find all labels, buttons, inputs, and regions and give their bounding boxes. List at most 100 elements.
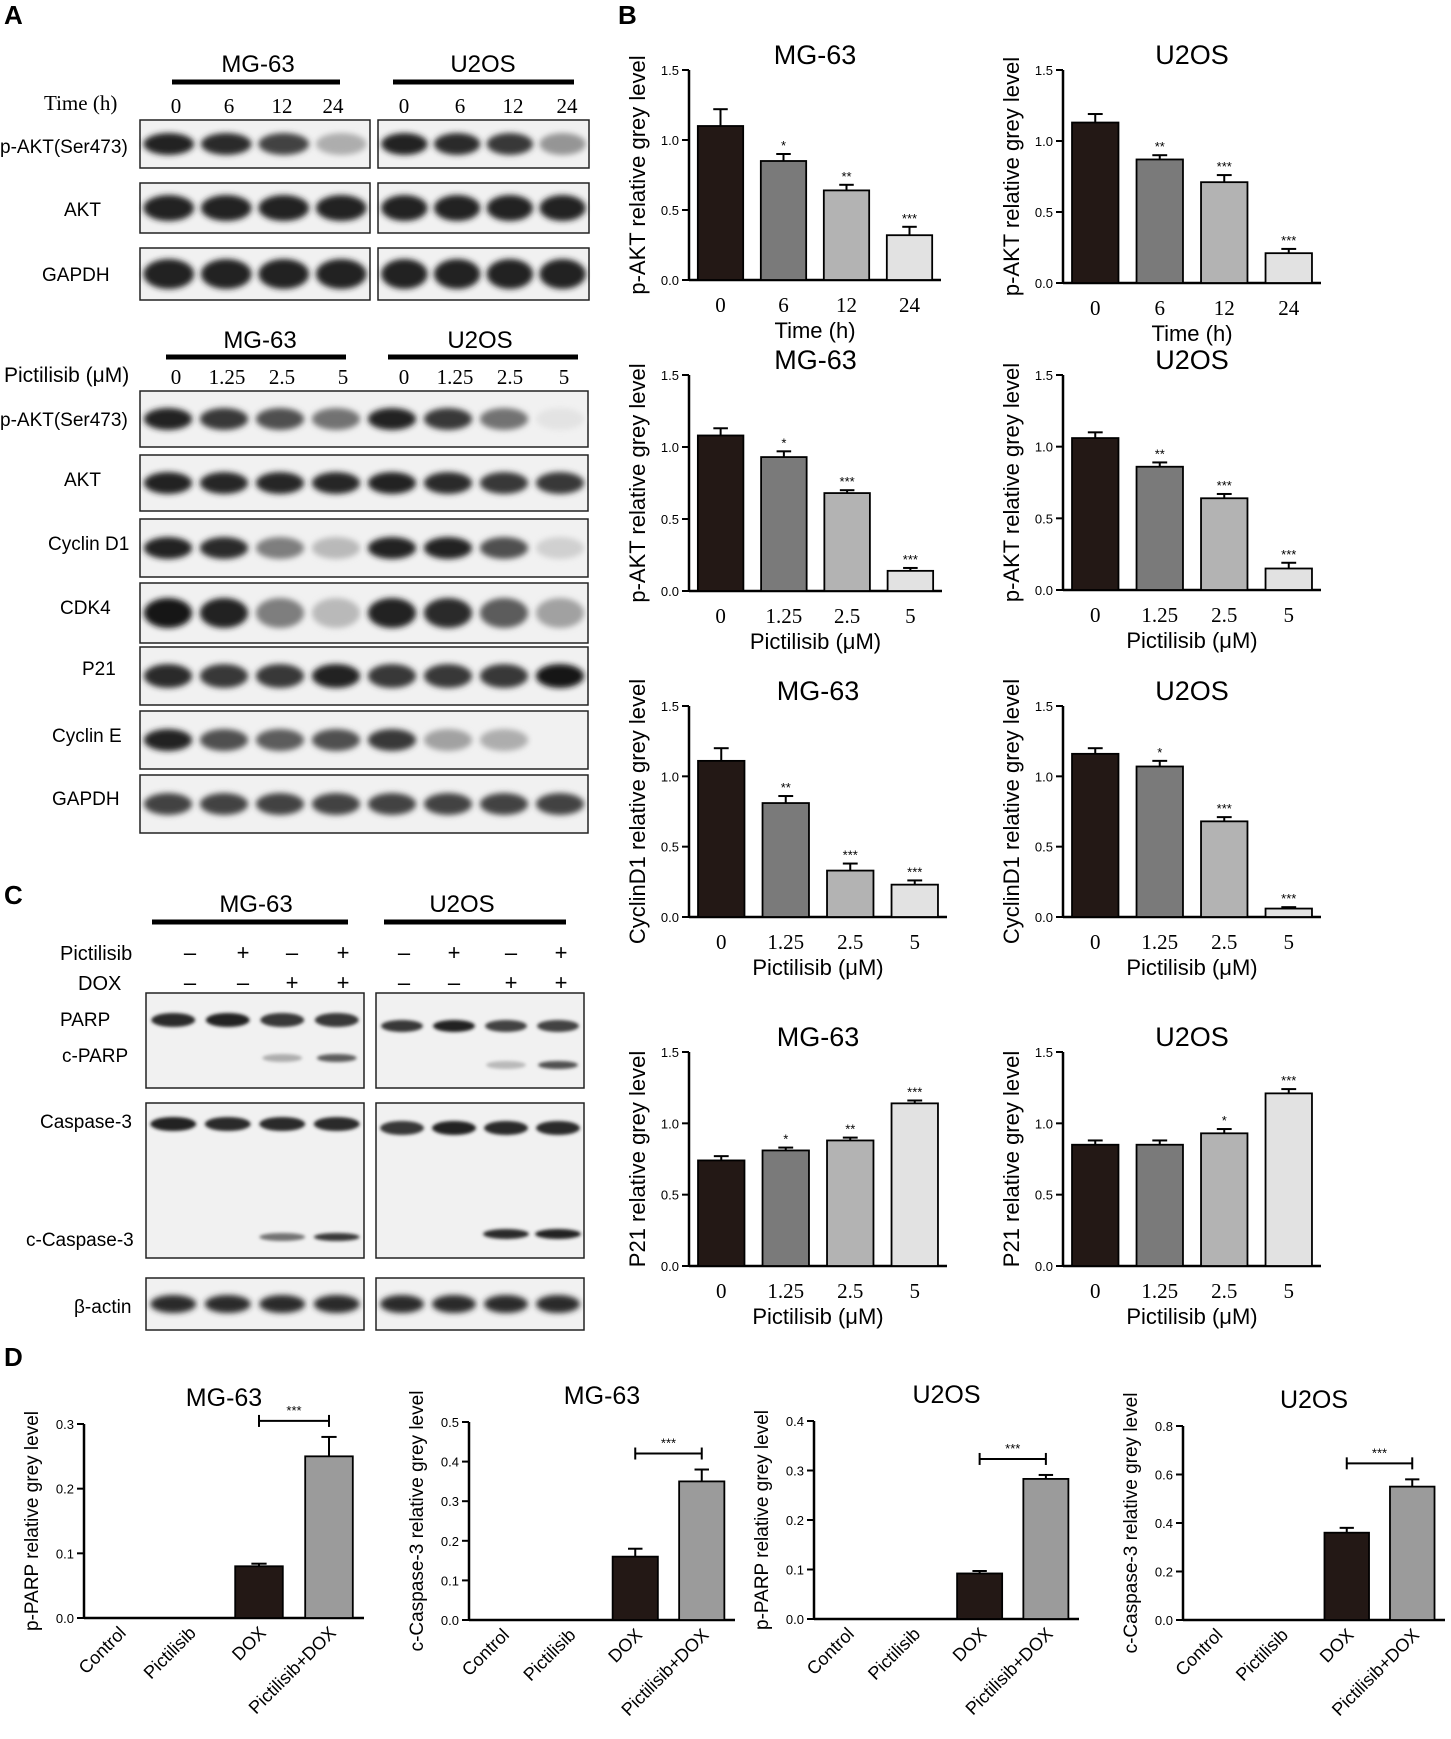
band bbox=[255, 729, 305, 751]
band bbox=[536, 1295, 580, 1313]
y-tick-label: 0.5 bbox=[1035, 511, 1053, 526]
row-label: AKT bbox=[64, 470, 101, 491]
chart-title: U2OS bbox=[912, 1381, 980, 1409]
bar bbox=[760, 456, 808, 592]
bar bbox=[890, 1102, 939, 1267]
chart-b6: 0.0 0.5 1.0 1.5 U2OS CyclinD1 relative grey l… bbox=[999, 676, 1321, 980]
band bbox=[423, 598, 473, 628]
band bbox=[484, 1121, 528, 1135]
row-label: p-AKT(Ser473) bbox=[0, 410, 128, 431]
band bbox=[486, 195, 534, 221]
condition-value: 6 bbox=[455, 94, 466, 118]
treatment-sign: + bbox=[237, 940, 250, 965]
band bbox=[479, 598, 529, 628]
band bbox=[313, 1117, 360, 1131]
band bbox=[479, 793, 529, 815]
treatment-sign: + bbox=[448, 940, 461, 965]
bar bbox=[826, 869, 875, 918]
band bbox=[259, 1117, 306, 1131]
y-axis-label: CyclinD1 relative grey level bbox=[999, 679, 1024, 944]
x-tick-label: 0 bbox=[715, 604, 726, 628]
band bbox=[537, 1020, 579, 1032]
significance-marker: *** bbox=[1217, 159, 1232, 174]
y-tick-label: 0.4 bbox=[1155, 1516, 1173, 1531]
y-tick-label: 0.3 bbox=[441, 1494, 459, 1509]
condition-label: Time (h) bbox=[44, 91, 117, 115]
x-tick-label: 2.5 bbox=[837, 930, 863, 954]
band bbox=[433, 133, 481, 155]
y-tick-label: 1.5 bbox=[661, 699, 679, 714]
bar bbox=[1071, 752, 1120, 918]
bar bbox=[1135, 765, 1184, 918]
x-tick-label: 5 bbox=[910, 1279, 921, 1303]
bar bbox=[1389, 1485, 1436, 1621]
x-tick-label: DOX bbox=[604, 1625, 646, 1667]
condition-value: 0 bbox=[399, 365, 410, 389]
y-tick-label: 0.2 bbox=[56, 1482, 74, 1497]
band bbox=[313, 1233, 360, 1241]
y-tick-label: 1.5 bbox=[661, 368, 679, 383]
band bbox=[143, 598, 193, 628]
bar bbox=[696, 125, 745, 281]
bar bbox=[823, 492, 871, 592]
y-axis-label: c-Caspase-3 relative grey level bbox=[407, 1391, 428, 1652]
significance-marker: *** bbox=[1281, 547, 1296, 562]
chart-title: U2OS bbox=[1155, 676, 1229, 706]
band bbox=[199, 537, 249, 559]
significance-marker: ** bbox=[1155, 446, 1165, 461]
significance-marker: * bbox=[781, 138, 786, 153]
treatment-sign: – bbox=[184, 970, 197, 995]
chart-d2: 0.0 0.1 0.2 0.3 0.4 0.5 MG-63 c-Caspase-3 relat… bbox=[407, 1382, 735, 1720]
y-axis-label: c-Caspase-3 relative grey level bbox=[1121, 1393, 1142, 1654]
chart-b1: 0.0 0.5 1.0 1.5 MG-63 p-AKT relative grey lev… bbox=[625, 40, 941, 343]
band bbox=[423, 729, 473, 751]
x-tick-label: 6 bbox=[1155, 296, 1166, 320]
bar bbox=[1323, 1531, 1370, 1621]
x-tick-label: 0 bbox=[1090, 603, 1101, 627]
y-tick-label: 0.6 bbox=[1155, 1468, 1173, 1483]
y-tick-label: 0.0 bbox=[1035, 1259, 1053, 1274]
y-tick-label: 0.5 bbox=[661, 1188, 679, 1203]
band bbox=[204, 1295, 251, 1313]
y-axis-label: CyclinD1 relative grey level bbox=[625, 679, 650, 944]
band bbox=[199, 408, 249, 430]
x-axis-label: Time (h) bbox=[1151, 321, 1232, 346]
x-tick-label: DOX bbox=[949, 1624, 991, 1666]
band bbox=[151, 1013, 196, 1027]
x-tick-label: 24 bbox=[899, 293, 921, 317]
x-tick-label: 0 bbox=[1090, 1279, 1101, 1303]
band bbox=[367, 408, 417, 430]
row-label: GAPDH bbox=[52, 789, 120, 810]
cell-line-label: MG-63 bbox=[223, 327, 296, 354]
bar bbox=[1200, 181, 1249, 284]
x-tick-label: Pictilisib bbox=[140, 1623, 200, 1683]
condition-label: Pictilisib (μM) bbox=[4, 364, 129, 387]
band bbox=[367, 598, 417, 628]
bar bbox=[611, 1555, 659, 1621]
chart-b7: 0.0 0.5 1.0 1.5 MG-63 P21 relative grey level… bbox=[625, 1022, 947, 1329]
y-tick-label: 0.1 bbox=[441, 1573, 459, 1588]
bar bbox=[678, 1480, 726, 1621]
band bbox=[200, 195, 252, 221]
band bbox=[535, 537, 585, 559]
significance-marker: *** bbox=[902, 211, 917, 226]
bar bbox=[234, 1565, 284, 1619]
band bbox=[255, 408, 305, 430]
bar bbox=[1200, 820, 1249, 918]
significance-marker: * bbox=[1222, 1113, 1227, 1128]
cell-line-label: MG-63 bbox=[221, 51, 294, 78]
blot-c: MG-63 U2OS Pictilisib DOX – + – + – + – + – – + + – –… bbox=[26, 891, 585, 1331]
y-tick-label: 0.1 bbox=[56, 1546, 74, 1561]
row-label: CDK4 bbox=[60, 598, 111, 619]
band bbox=[433, 1020, 475, 1032]
x-axis-label: Pictilisib (μM) bbox=[752, 955, 883, 980]
bar bbox=[956, 1572, 1004, 1620]
row-label: Cyclin E bbox=[52, 726, 122, 747]
condition-value: 6 bbox=[224, 94, 235, 118]
significance-marker: * bbox=[781, 435, 786, 450]
row-label: Cyclin D1 bbox=[48, 534, 129, 555]
chart-title: U2OS bbox=[1280, 1386, 1348, 1414]
y-tick-label: 0.8 bbox=[1155, 1419, 1173, 1434]
band bbox=[367, 793, 417, 815]
